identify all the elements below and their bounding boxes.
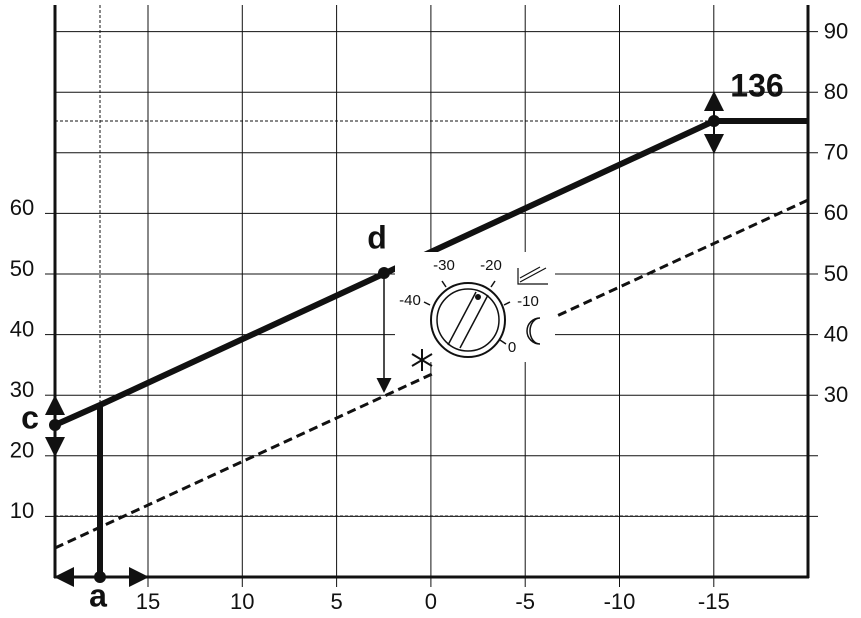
right-tick-label: 90 — [824, 18, 848, 43]
right-tick-label: 60 — [824, 200, 848, 225]
right-tick-label: 40 — [824, 321, 848, 346]
point-a-label: a — [89, 577, 107, 613]
bottom-tick-label: 10 — [230, 589, 254, 614]
knob-label: -10 — [517, 293, 539, 310]
knob-inner — [436, 288, 500, 352]
bottom-tick-label: -15 — [698, 589, 730, 614]
bottom-tick-label: 15 — [136, 589, 160, 614]
bottom-tick-label: 0 — [425, 589, 437, 614]
max-flow-label: 136 — [730, 67, 783, 103]
right-tick-label: 80 — [824, 79, 848, 104]
knob-grip — [447, 291, 477, 346]
knob — [395, 252, 555, 371]
right-tick-label: 30 — [824, 382, 848, 407]
bottom-tick-label: -10 — [604, 589, 636, 614]
point-c-label: c — [21, 399, 39, 435]
moon-icon — [526, 317, 541, 345]
knob-dot — [475, 294, 481, 300]
knob-grip — [459, 294, 489, 349]
knob-label: -30 — [433, 257, 455, 274]
point-d — [378, 267, 390, 279]
left-tick-label: 60 — [10, 195, 34, 220]
curve-icon — [517, 266, 548, 285]
left-tick-label: 20 — [10, 438, 34, 463]
left-tick-label: 30 — [10, 377, 34, 402]
knob-label: 0 — [508, 339, 516, 356]
knob-label: -20 — [480, 257, 502, 274]
bottom-tick-label: 5 — [330, 589, 342, 614]
left-tick-label: 40 — [10, 316, 34, 341]
dashed-curve — [519, 198, 809, 335]
snowflake-icon — [411, 349, 433, 371]
left-tick-label: 50 — [10, 256, 34, 281]
right-tick-label: 70 — [824, 140, 848, 165]
bottom-tick-label: -5 — [515, 589, 535, 614]
knob-label: -40 — [399, 292, 421, 309]
left-tick-label: 10 — [10, 498, 34, 523]
knob-ticks — [423, 280, 511, 345]
point-d-label: d — [367, 219, 387, 255]
right-tick-label: 50 — [824, 261, 848, 286]
